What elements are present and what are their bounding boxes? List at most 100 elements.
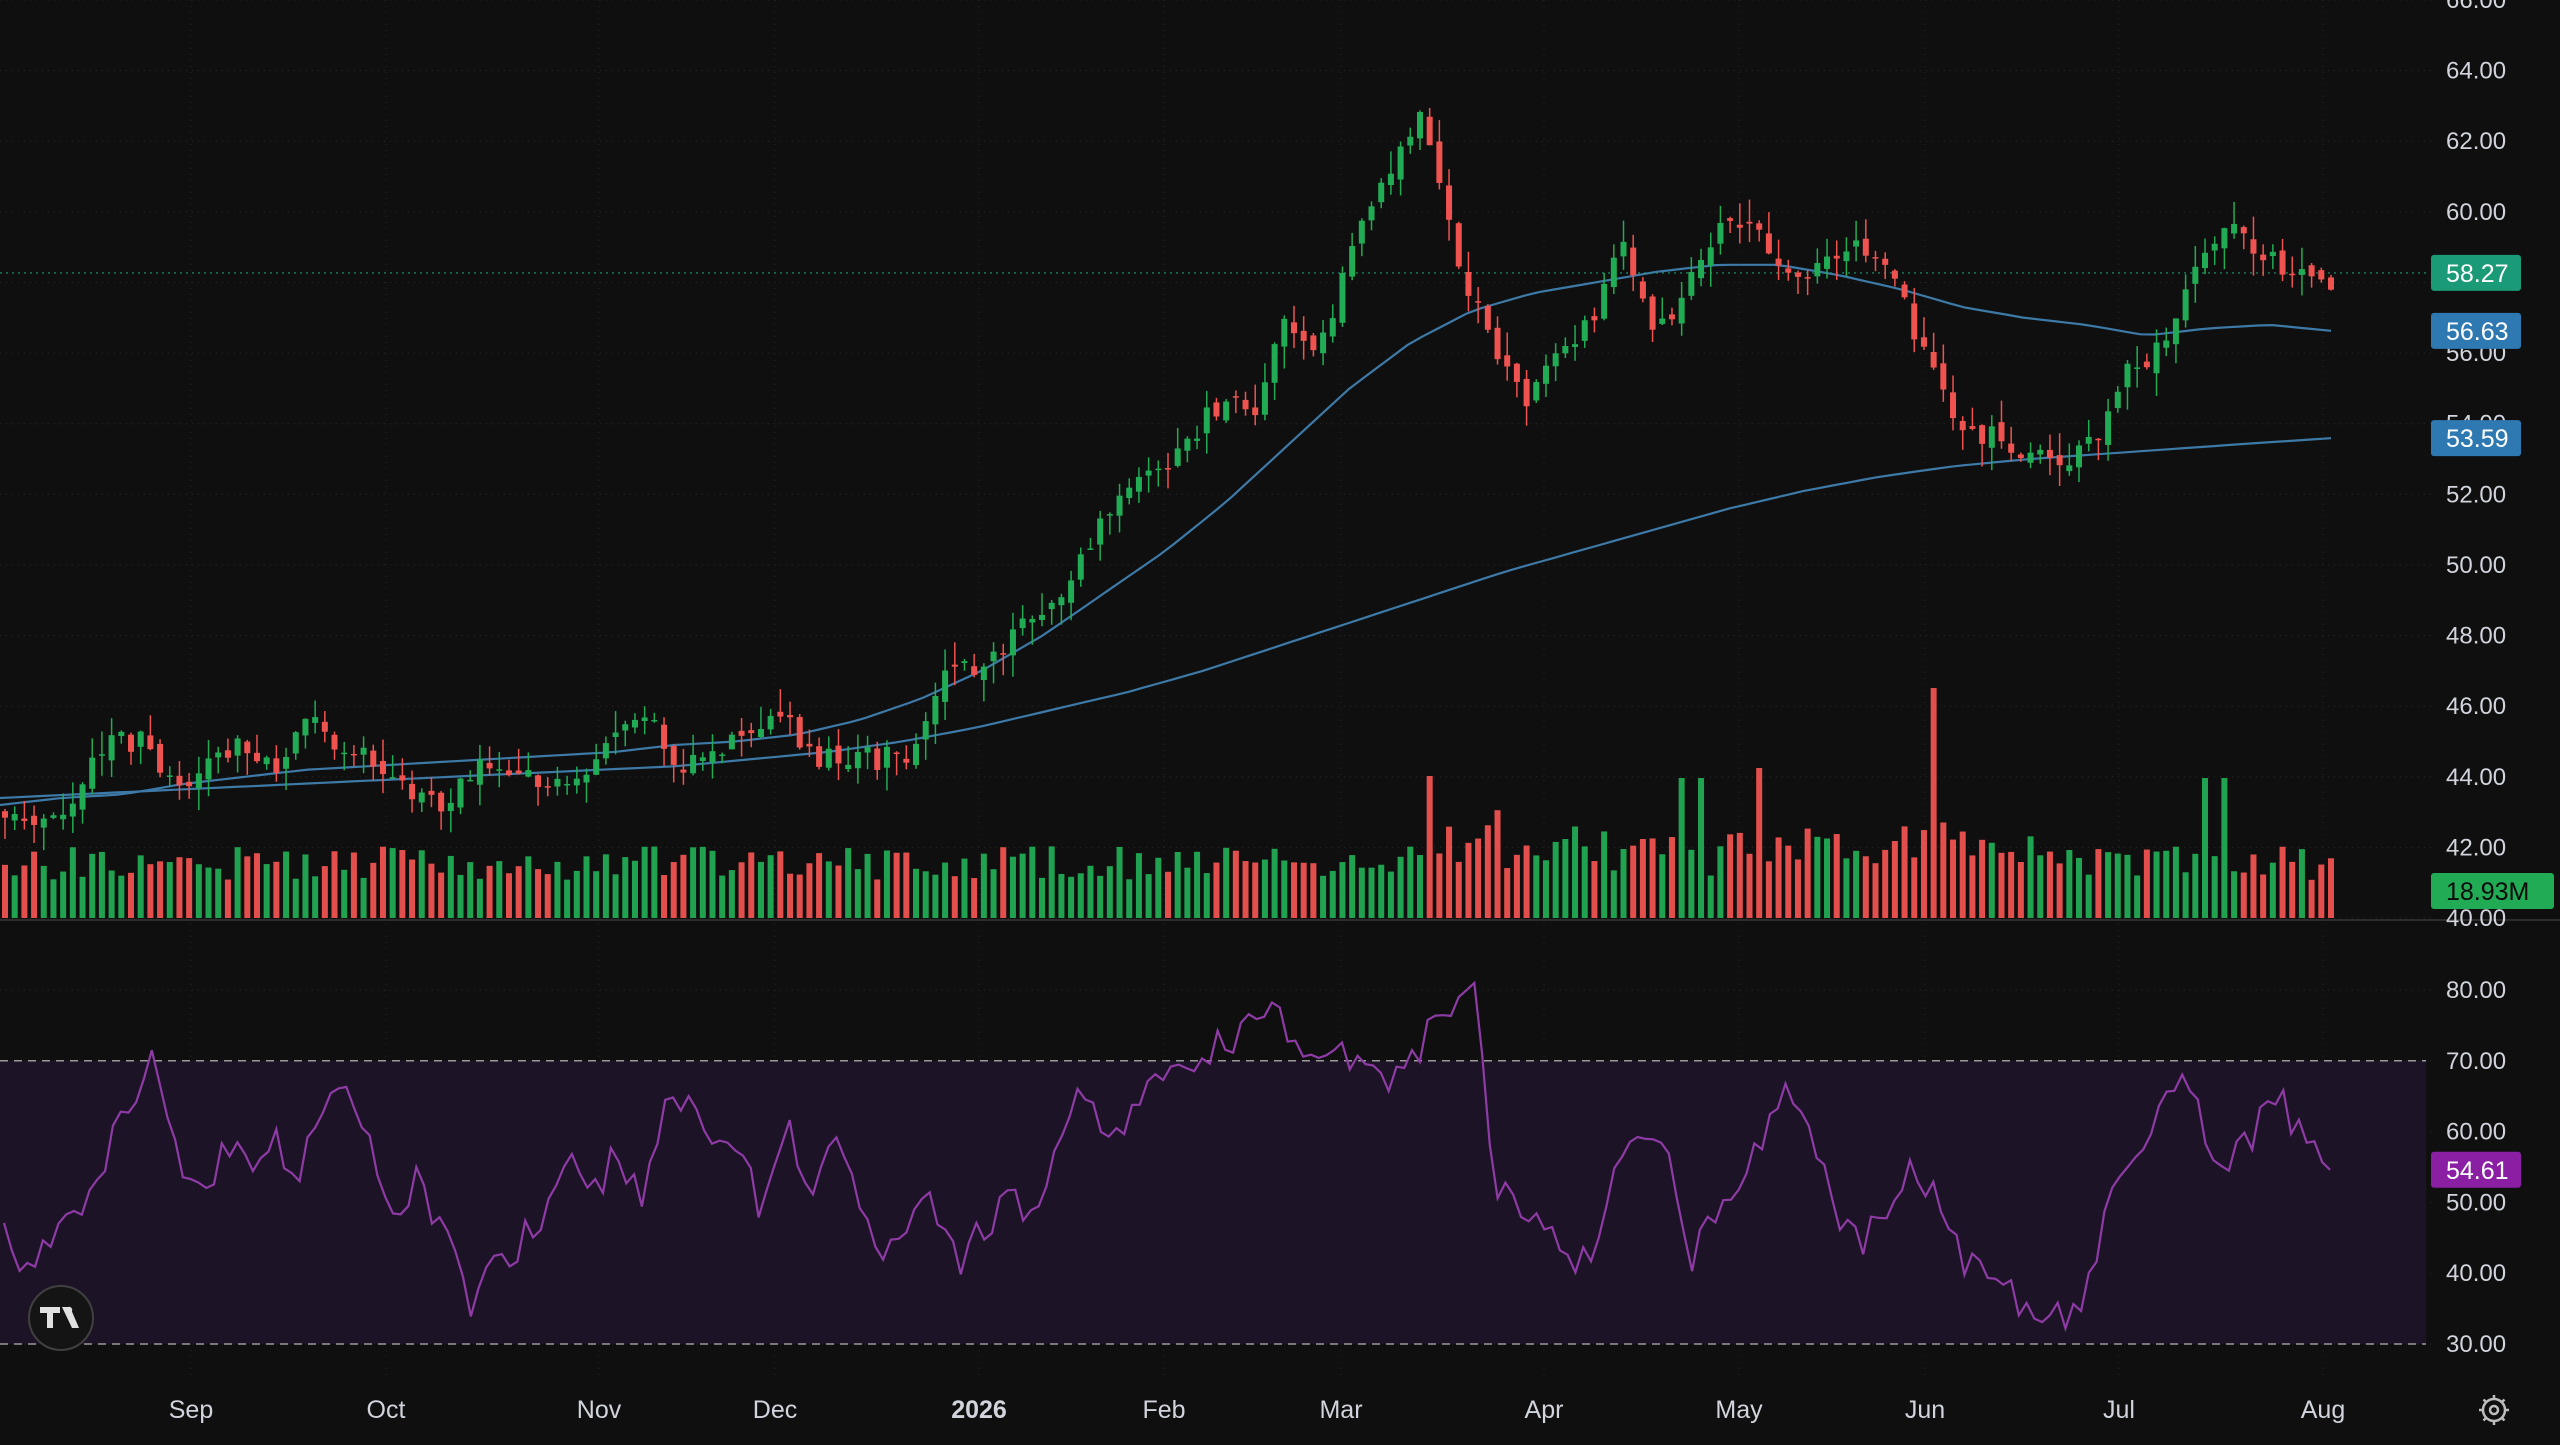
candle[interactable] (1882, 252, 1889, 280)
candle[interactable] (1252, 384, 1259, 426)
candle[interactable] (1126, 478, 1133, 505)
candle[interactable] (98, 731, 105, 776)
candle[interactable] (845, 746, 852, 772)
candle[interactable] (2124, 360, 2131, 410)
candle[interactable] (1426, 107, 1433, 146)
candle[interactable] (1339, 266, 1346, 328)
candle[interactable] (1814, 248, 1821, 284)
candle[interactable] (1523, 369, 1530, 426)
candle[interactable] (447, 788, 454, 833)
candle[interactable] (2231, 201, 2238, 239)
candle[interactable] (1407, 127, 1414, 154)
candle[interactable] (971, 653, 978, 678)
candle[interactable] (1387, 151, 1394, 195)
candle[interactable] (2172, 318, 2179, 364)
candle[interactable] (1087, 537, 1094, 550)
candle[interactable] (476, 744, 483, 806)
candle[interactable] (525, 752, 532, 778)
candle[interactable] (1436, 120, 1443, 190)
candle[interactable] (1610, 244, 1617, 295)
candle[interactable] (913, 733, 920, 769)
candle[interactable] (1872, 250, 1879, 272)
candle[interactable] (418, 788, 425, 813)
candle[interactable] (1494, 316, 1501, 365)
candle[interactable] (1988, 415, 1995, 471)
candle[interactable] (2143, 353, 2150, 370)
candle[interactable] (1077, 547, 1084, 587)
candle[interactable] (1261, 363, 1268, 421)
candle[interactable] (515, 748, 522, 775)
candle[interactable] (1979, 424, 1986, 467)
candle[interactable] (1349, 232, 1356, 281)
settings-gear-icon[interactable] (2479, 1395, 2509, 1425)
candle[interactable] (176, 760, 183, 800)
candle[interactable] (1513, 362, 1520, 398)
candle[interactable] (2134, 346, 2141, 388)
candle[interactable] (263, 755, 270, 770)
candle[interactable] (1271, 342, 1278, 400)
candle[interactable] (1678, 282, 1685, 336)
candle[interactable] (215, 746, 222, 774)
candle[interactable] (1281, 315, 1288, 369)
candle[interactable] (2327, 274, 2335, 291)
candle[interactable] (893, 751, 900, 776)
candle[interactable] (1920, 317, 1927, 350)
candle[interactable] (583, 768, 590, 803)
candle[interactable] (195, 756, 202, 811)
candle[interactable] (1562, 337, 1569, 358)
candle[interactable] (835, 728, 842, 781)
candle[interactable] (2037, 444, 2044, 464)
candle[interactable] (2318, 267, 2325, 283)
candle[interactable] (1106, 512, 1113, 535)
candle[interactable] (331, 731, 338, 760)
candle[interactable] (1300, 316, 1307, 360)
candle[interactable] (2163, 327, 2170, 357)
candle[interactable] (2269, 244, 2276, 270)
candle[interactable] (990, 642, 997, 684)
candle[interactable] (573, 766, 580, 794)
candle[interactable] (1688, 257, 1695, 300)
candle[interactable] (612, 711, 619, 755)
candle[interactable] (2076, 440, 2083, 483)
candle[interactable] (1542, 354, 1549, 397)
candle[interactable] (312, 700, 319, 734)
candle[interactable] (137, 730, 144, 765)
candle[interactable] (2085, 419, 2092, 452)
candle[interactable] (767, 708, 774, 735)
candle[interactable] (1901, 281, 1908, 300)
candle[interactable] (2017, 452, 2024, 462)
candle[interactable] (1969, 407, 1976, 431)
candle[interactable] (1668, 307, 1675, 326)
candle[interactable] (1862, 219, 1869, 263)
candle[interactable] (389, 755, 396, 779)
candle[interactable] (1203, 391, 1210, 454)
candle[interactable] (50, 812, 57, 820)
candle[interactable] (1232, 390, 1239, 414)
candle[interactable] (2027, 442, 2034, 469)
candle[interactable] (2046, 434, 2053, 476)
candle[interactable] (1959, 416, 1966, 450)
candle[interactable] (932, 682, 939, 744)
candlesticks[interactable] (1, 107, 2335, 851)
candle[interactable] (1620, 220, 1627, 270)
candle[interactable] (961, 658, 968, 671)
candle[interactable] (40, 814, 47, 851)
candle[interactable] (1533, 379, 1540, 403)
rsi-line[interactable] (2, 980, 2331, 1333)
candle[interactable] (438, 791, 445, 830)
candle[interactable] (409, 770, 416, 813)
candle[interactable] (1804, 270, 1811, 296)
candle[interactable] (719, 752, 726, 764)
candle[interactable] (1785, 259, 1792, 281)
candle[interactable] (1358, 218, 1365, 257)
candle[interactable] (1552, 343, 1559, 382)
candle[interactable] (641, 706, 648, 735)
candle[interactable] (680, 748, 687, 785)
candle[interactable] (2114, 386, 2121, 413)
candle[interactable] (428, 777, 435, 808)
candle[interactable] (535, 774, 542, 806)
candle[interactable] (1591, 307, 1598, 333)
candle[interactable] (1019, 605, 1026, 636)
candle[interactable] (11, 806, 18, 831)
